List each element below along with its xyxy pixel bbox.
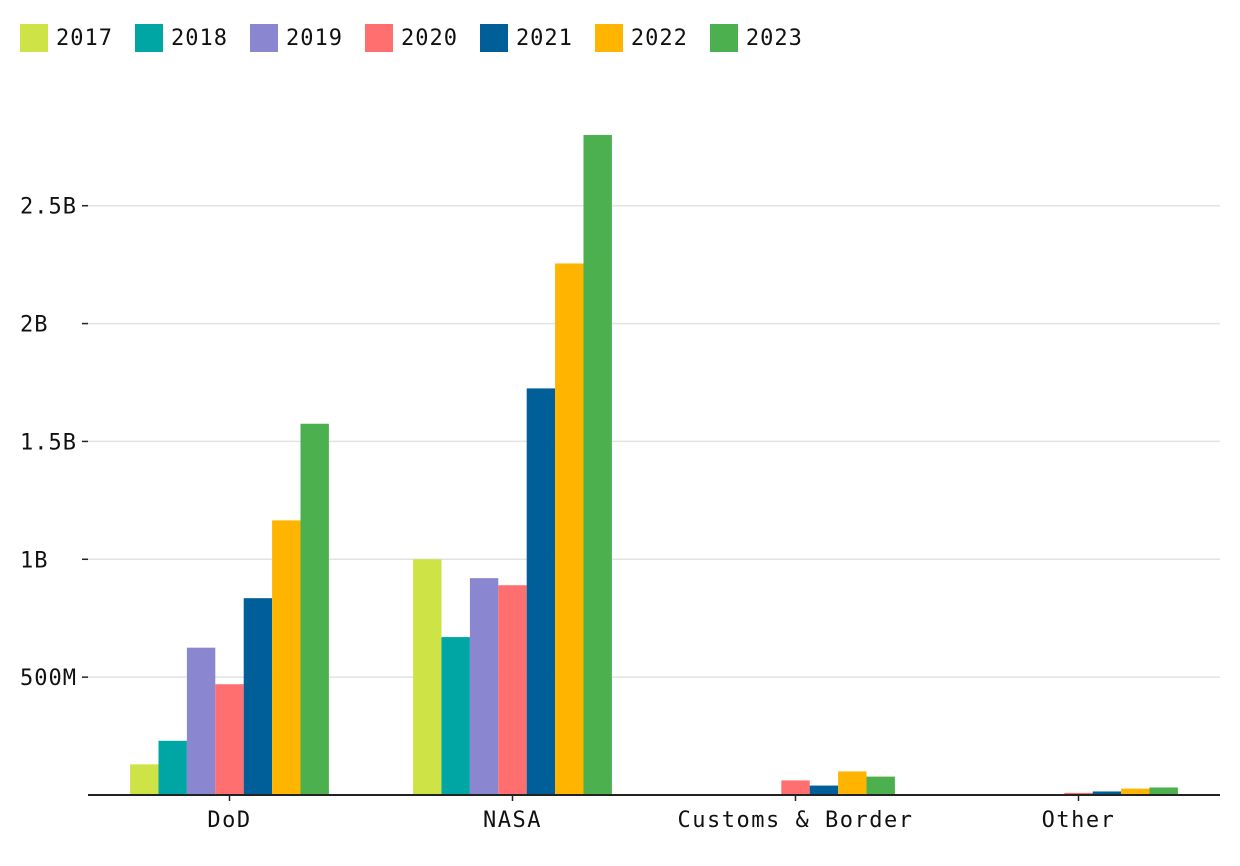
legend-label: 2017 [56,25,113,51]
bar-2020-0[interactable] [215,684,244,795]
bar-2022-2[interactable] [838,771,867,795]
bar-2017-0[interactable] [130,764,159,795]
bar-2021-1[interactable] [526,388,556,795]
legend-item-2020[interactable]: 2020 [364,24,458,52]
y-tick-label: 2.5B [20,195,77,220]
bar-2019-1[interactable] [469,578,499,795]
legend-label: 2022 [630,25,688,51]
y-tick-label: 2B [20,313,49,338]
legend-item-2017[interactable]: 2017 [20,24,113,52]
legend-swatch [709,24,738,52]
bar-2021-0[interactable] [243,598,273,795]
bar-2023-0[interactable] [300,423,329,795]
legend-label: 2019 [285,25,343,51]
bar-2023-1[interactable] [583,135,612,795]
legend-item-2022[interactable]: 2022 [594,24,688,52]
y-tick-label: 1.5B [20,430,77,455]
legend: 2017 2018 2019 2020 2021 2022 2023 [20,24,825,52]
bar-2023-3[interactable] [1149,787,1178,795]
y-tick-label: 1B [20,548,49,573]
legend-item-2018[interactable]: 2018 [134,24,228,52]
legend-label: 2020 [400,25,458,51]
bar-2020-1[interactable] [498,585,527,795]
x-category-label: Other [1042,808,1116,833]
bar-2020-3[interactable] [1064,792,1093,795]
legend-swatch [479,24,508,52]
legend-swatch [249,24,278,52]
legend-label: 2018 [170,25,228,51]
bar-2020-2[interactable] [781,780,810,795]
bar-2019-0[interactable] [186,647,216,795]
bar-2022-3[interactable] [1121,788,1150,795]
bar-2018-1[interactable] [441,637,470,795]
bar-2018-0[interactable] [158,740,187,795]
bar-2022-0[interactable] [272,520,301,795]
bar-2021-2[interactable] [809,785,839,795]
legend-swatch [134,24,163,52]
x-category-label: NASA [483,808,542,833]
legend-item-2019[interactable]: 2019 [249,24,343,52]
legend-label: 2023 [745,25,803,51]
x-category-label: Customs & Border [678,808,914,833]
legend-label: 2021 [515,25,573,51]
y-tick-label: 500M [20,666,77,691]
bar-2023-2[interactable] [866,776,895,795]
legend-swatch [20,24,48,52]
legend-item-2021[interactable]: 2021 [479,24,573,52]
bar-2017-1[interactable] [413,559,442,795]
legend-item-2023[interactable]: 2023 [709,24,803,52]
bar-2022-1[interactable] [555,263,584,795]
legend-swatch [594,24,623,52]
legend-swatch [364,24,393,52]
x-category-label: DoD [207,808,251,833]
bar-2021-3[interactable] [1092,791,1122,795]
